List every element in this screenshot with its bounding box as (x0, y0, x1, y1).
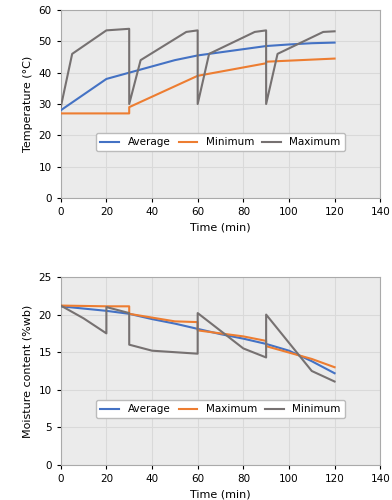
Y-axis label: Temperature (°C): Temperature (°C) (23, 56, 33, 152)
Average (218, 50, 223, 56)
Minimum (127, 310, 132, 316)
Average (241, 46, 246, 52)
Maximum (58, 302, 63, 308)
Line: Minimum: Minimum (61, 306, 335, 382)
Maximum (252, 29, 257, 35)
Maximum (264, 343, 269, 349)
Maximum (309, 356, 314, 362)
Average (195, 52, 200, 59)
Average (241, 336, 246, 342)
Average (332, 40, 337, 46)
Minimum (195, 350, 200, 356)
Average (150, 64, 154, 70)
Minimum (81, 316, 86, 322)
Maximum (195, 101, 200, 107)
Maximum (264, 28, 269, 34)
Average (58, 108, 63, 114)
Average (81, 92, 86, 98)
Y-axis label: Moisture content (%wb): Moisture content (%wb) (23, 304, 33, 438)
Minimum (332, 56, 337, 62)
Line: Average: Average (61, 306, 335, 373)
Average (264, 43, 269, 49)
Minimum (58, 110, 63, 116)
Minimum (264, 354, 269, 360)
Average (172, 320, 177, 326)
Minimum (127, 110, 132, 116)
Maximum (321, 29, 325, 35)
Minimum (104, 330, 109, 336)
Maximum (127, 26, 132, 32)
Minimum (195, 73, 200, 79)
Maximum (127, 101, 132, 107)
Average (58, 304, 63, 310)
Average (309, 40, 314, 46)
Maximum (264, 101, 269, 107)
Legend: Average, Minimum, Maximum: Average, Minimum, Maximum (96, 133, 345, 152)
Maximum (195, 328, 200, 334)
Average (104, 76, 109, 82)
Line: Average: Average (61, 42, 335, 110)
Minimum (127, 342, 132, 347)
Average (287, 348, 291, 354)
Maximum (70, 51, 74, 57)
Minimum (195, 73, 200, 79)
Average (309, 358, 314, 364)
Maximum (58, 104, 63, 110)
Maximum (332, 364, 337, 370)
Line: Minimum: Minimum (61, 58, 335, 114)
Maximum (127, 304, 132, 310)
Maximum (195, 319, 200, 325)
Maximum (207, 51, 211, 57)
X-axis label: Time (min): Time (min) (190, 222, 251, 232)
Minimum (332, 378, 337, 384)
Average (195, 326, 200, 332)
Minimum (195, 310, 200, 316)
Minimum (58, 302, 63, 308)
Maximum (275, 51, 280, 57)
Minimum (241, 346, 246, 352)
Minimum (264, 60, 269, 66)
Maximum (127, 311, 132, 317)
Minimum (104, 304, 109, 310)
Average (150, 316, 154, 322)
Average (287, 42, 291, 48)
Line: Maximum: Maximum (61, 29, 335, 107)
Maximum (172, 318, 177, 324)
Average (332, 370, 337, 376)
Maximum (332, 28, 337, 34)
Average (264, 341, 269, 347)
Minimum (127, 104, 132, 110)
Maximum (241, 334, 246, 340)
Average (218, 331, 223, 337)
Maximum (184, 29, 189, 35)
Line: Maximum: Maximum (61, 306, 335, 367)
Average (104, 308, 109, 314)
Maximum (264, 338, 269, 344)
Maximum (104, 28, 109, 34)
Maximum (195, 28, 200, 34)
Average (172, 57, 177, 63)
Maximum (138, 57, 143, 63)
Minimum (309, 368, 314, 374)
Average (81, 306, 86, 312)
Legend: Average, Maximum, Minimum: Average, Maximum, Minimum (96, 400, 345, 418)
Average (127, 70, 132, 75)
Maximum (104, 304, 109, 310)
Minimum (264, 312, 269, 318)
Minimum (150, 348, 154, 354)
Average (127, 311, 132, 317)
X-axis label: Time (min): Time (min) (190, 490, 251, 500)
Minimum (264, 58, 269, 64)
